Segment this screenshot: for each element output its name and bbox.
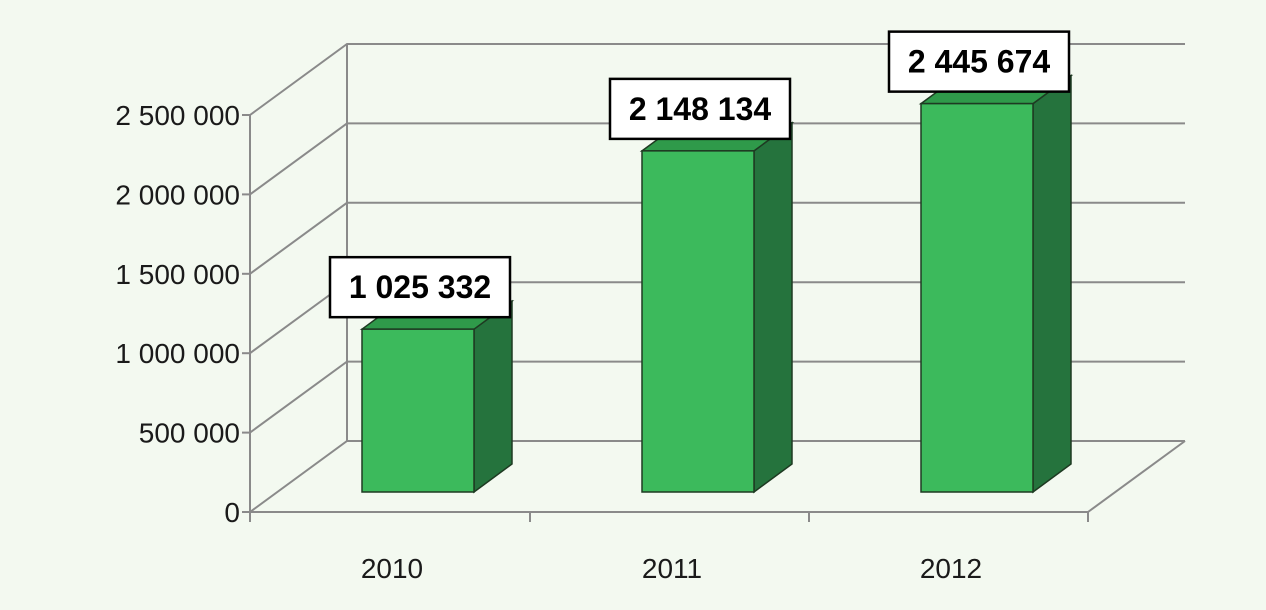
- data-label: 2 148 134: [608, 77, 792, 141]
- floor-right-edge: [1087, 440, 1186, 513]
- y-tick-label: 2 000 000: [115, 179, 240, 210]
- bar-side-face: [1032, 74, 1072, 494]
- axes: [242, 44, 1186, 522]
- bars: [359, 74, 1074, 494]
- bar: [918, 74, 1074, 494]
- y-tick-label: 2 500 000: [115, 100, 240, 131]
- data-label-text: 2 445 674: [908, 44, 1051, 80]
- bar: [639, 121, 795, 494]
- data-label-text: 2 148 134: [629, 91, 772, 127]
- data-label-text: 1 025 332: [349, 269, 491, 305]
- data-label-box: [328, 255, 512, 319]
- data-label-box: [887, 30, 1071, 93]
- bar-front-face: [920, 102, 1034, 493]
- data-label: 2 445 674: [887, 30, 1071, 93]
- bar-front-face: [641, 150, 755, 493]
- x-tick-label: 2011: [642, 553, 702, 584]
- x-axis-tick-labels: 2010 2011 2012: [361, 553, 982, 584]
- data-labels: 1 025 332 2 148 134 2 445 674: [328, 30, 1071, 319]
- x-tick-label: 2012: [920, 553, 982, 584]
- y-tick-label: 1 500 000: [115, 259, 240, 290]
- y-tick-label: 1 000 000: [115, 338, 240, 369]
- y-tick-label: 0: [224, 497, 240, 528]
- bar-side-face: [753, 121, 793, 494]
- y-axis-tick-labels: 0 500 000 1 000 000 1 500 000 2 000 000 2 500…: [115, 100, 240, 528]
- x-tick-label: 2010: [361, 553, 423, 584]
- data-label: 1 025 332: [328, 255, 512, 319]
- bar: [359, 299, 515, 494]
- bar-side-face: [473, 299, 513, 494]
- y-tick-label: 500 000: [139, 418, 240, 449]
- data-label-box: [608, 77, 792, 141]
- bar-front-face: [361, 328, 475, 493]
